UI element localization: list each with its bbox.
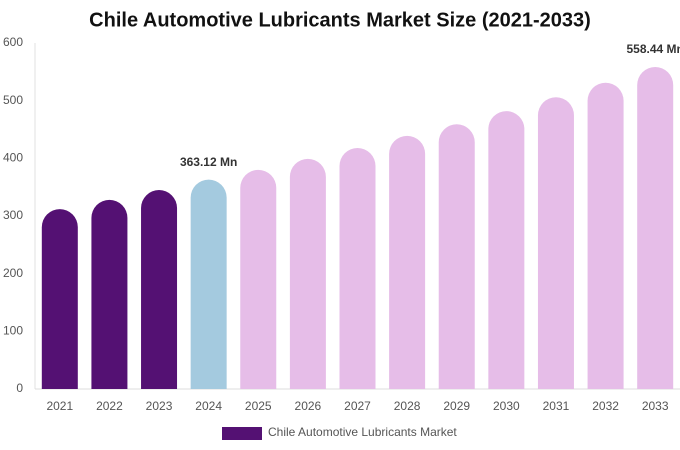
y-tick-label: 500 <box>3 93 23 107</box>
y-tick-label: 600 <box>3 35 23 49</box>
x-tick-label: 2023 <box>146 399 173 413</box>
bar <box>339 147 376 389</box>
y-tick-label: 200 <box>3 266 23 280</box>
y-tick-label: 0 <box>16 381 23 395</box>
x-tick-label: 2022 <box>96 399 123 413</box>
bar <box>537 97 574 389</box>
value-label: 558.44 Mn <box>627 42 680 56</box>
y-tick-label: 300 <box>3 208 23 222</box>
x-tick-label: 2021 <box>46 399 73 413</box>
x-tick-label: 2026 <box>295 399 322 413</box>
bar <box>389 135 426 389</box>
y-tick-label: 100 <box>3 324 23 338</box>
bar <box>637 66 674 389</box>
bar <box>41 209 78 389</box>
x-tick-label: 2024 <box>195 399 222 413</box>
y-tick-label: 400 <box>3 151 23 165</box>
bar <box>587 82 624 389</box>
x-tick-label: 2031 <box>543 399 570 413</box>
bar <box>141 190 178 389</box>
legend-swatch <box>222 427 262 440</box>
x-tick-label: 2032 <box>592 399 619 413</box>
bar <box>190 179 227 389</box>
x-tick-label: 2030 <box>493 399 520 413</box>
x-tick-label: 2028 <box>394 399 421 413</box>
bar <box>289 158 326 389</box>
bar <box>438 124 475 390</box>
x-tick-label: 2029 <box>443 399 470 413</box>
value-label: 363.12 Mn <box>180 155 237 169</box>
bar <box>91 199 128 389</box>
x-tick-label: 2033 <box>642 399 669 413</box>
bar <box>240 169 277 389</box>
chart-title: Chile Automotive Lubricants Market Size … <box>89 9 591 31</box>
x-tick-label: 2025 <box>245 399 272 413</box>
legend-label: Chile Automotive Lubricants Market <box>268 425 457 439</box>
x-tick-label: 2027 <box>344 399 371 413</box>
bar <box>488 111 525 389</box>
